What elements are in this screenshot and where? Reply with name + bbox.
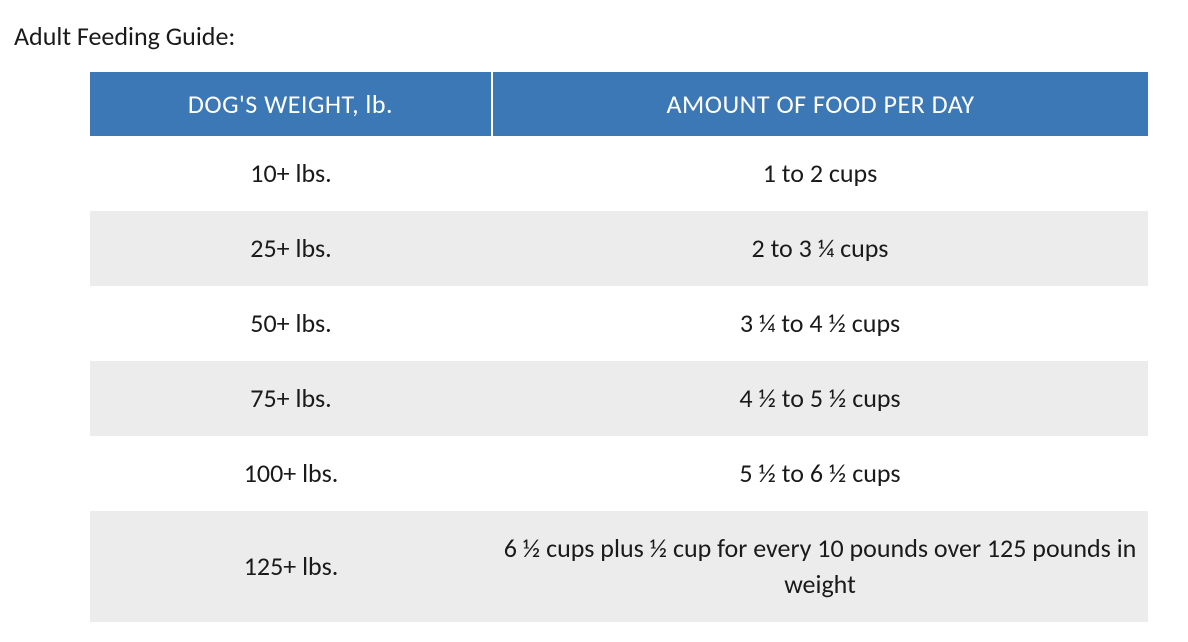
cell-weight: 25+ lbs. xyxy=(90,211,492,286)
col-header-weight: DOG'S WEIGHT, lb. xyxy=(90,72,492,136)
table-row: 100+ lbs. 5 ½ to 6 ½ cups xyxy=(90,436,1148,511)
table-row: 75+ lbs. 4 ½ to 5 ½ cups xyxy=(90,361,1148,436)
table-row: 125+ lbs. 6 ½ cups plus ½ cup for every … xyxy=(90,511,1148,621)
cell-amount: 3 ¼ to 4 ½ cups xyxy=(492,286,1148,361)
cell-weight: 10+ lbs. xyxy=(90,136,492,211)
table-row: 50+ lbs. 3 ¼ to 4 ½ cups xyxy=(90,286,1148,361)
cell-weight: 100+ lbs. xyxy=(90,436,492,511)
col-header-amount: AMOUNT OF FOOD PER DAY xyxy=(492,72,1148,136)
cell-amount: 5 ½ to 6 ½ cups xyxy=(492,436,1148,511)
cell-weight: 125+ lbs. xyxy=(90,511,492,621)
cell-amount: 6 ½ cups plus ½ cup for every 10 pounds … xyxy=(492,511,1148,621)
cell-amount: 1 to 2 cups xyxy=(492,136,1148,211)
cell-weight: 75+ lbs. xyxy=(90,361,492,436)
page-title: Adult Feeding Guide: xyxy=(10,20,1178,52)
cell-weight: 50+ lbs. xyxy=(90,286,492,361)
cell-amount: 4 ½ to 5 ½ cups xyxy=(492,361,1148,436)
table-header-row: DOG'S WEIGHT, lb. AMOUNT OF FOOD PER DAY xyxy=(90,72,1148,136)
feeding-table-container: DOG'S WEIGHT, lb. AMOUNT OF FOOD PER DAY… xyxy=(10,72,1178,622)
feeding-table: DOG'S WEIGHT, lb. AMOUNT OF FOOD PER DAY… xyxy=(90,72,1148,622)
table-row: 25+ lbs. 2 to 3 ¼ cups xyxy=(90,211,1148,286)
cell-amount: 2 to 3 ¼ cups xyxy=(492,211,1148,286)
table-row: 10+ lbs. 1 to 2 cups xyxy=(90,136,1148,211)
